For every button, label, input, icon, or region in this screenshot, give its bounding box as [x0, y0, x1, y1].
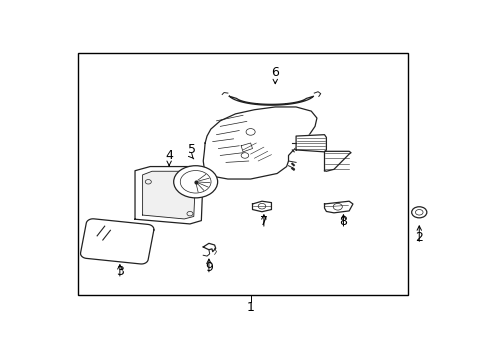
Polygon shape — [203, 107, 316, 179]
Polygon shape — [324, 201, 352, 213]
Polygon shape — [229, 96, 313, 105]
Text: 5: 5 — [187, 143, 196, 157]
Bar — [78, 53, 407, 296]
Polygon shape — [142, 171, 195, 219]
Text: 7: 7 — [259, 216, 267, 229]
Polygon shape — [296, 135, 326, 152]
Circle shape — [411, 207, 426, 218]
Polygon shape — [252, 201, 271, 212]
Polygon shape — [135, 167, 203, 224]
Circle shape — [173, 166, 217, 198]
Polygon shape — [324, 151, 350, 171]
Text: 9: 9 — [204, 261, 212, 274]
Polygon shape — [203, 243, 215, 252]
Text: 3: 3 — [116, 265, 123, 278]
Text: 2: 2 — [414, 231, 422, 244]
Polygon shape — [81, 219, 154, 264]
Text: 4: 4 — [165, 149, 173, 162]
Text: 6: 6 — [271, 66, 279, 79]
Text: 1: 1 — [246, 301, 254, 314]
Text: 8: 8 — [339, 216, 347, 229]
